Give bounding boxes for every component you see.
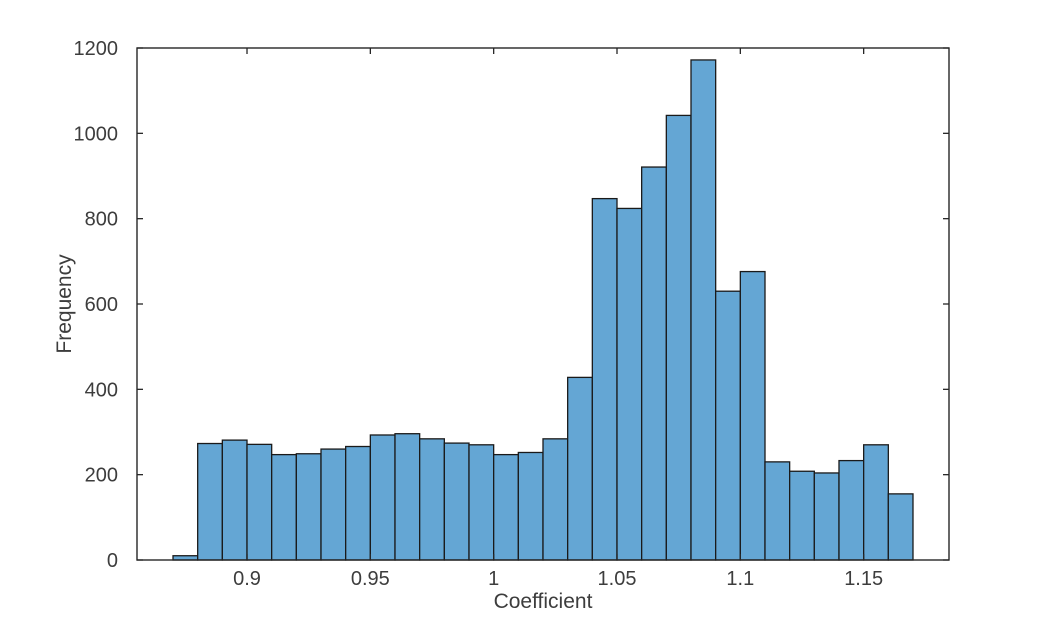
y-tick-label: 400 [85, 379, 118, 401]
y-tick-label: 1000 [74, 123, 119, 145]
ticks-group [137, 47, 949, 561]
histogram-bar [690, 59, 717, 561]
histogram-bar [789, 470, 815, 561]
y-tick-label: 600 [85, 294, 118, 316]
histogram-bar [641, 166, 667, 561]
histogram-bar [295, 453, 322, 561]
y-axis-label: Frequency [53, 254, 76, 354]
histogram-bar [591, 197, 618, 561]
histogram-bar [221, 439, 248, 561]
y-tick-label: 200 [85, 465, 118, 487]
histogram-bar [813, 472, 840, 561]
histogram-bar [567, 376, 593, 561]
histogram-bar [764, 461, 791, 561]
histogram-bar [665, 114, 692, 561]
histogram-bar [443, 442, 470, 561]
histogram-bar [271, 453, 297, 561]
x-tick-label: 1 [488, 568, 499, 590]
x-tick-label: 1.15 [844, 568, 883, 590]
histogram-bar [246, 443, 273, 561]
histogram-bar [419, 438, 445, 561]
histogram-bar [468, 444, 495, 561]
x-tick-label: 0.95 [351, 568, 390, 590]
x-tick-label: 0.9 [233, 568, 261, 590]
y-tick-label: 1200 [74, 38, 119, 60]
histogram-bar [197, 442, 223, 561]
histogram-bar [616, 207, 643, 561]
y-tick-label: 800 [85, 209, 118, 231]
histogram-bar [542, 438, 569, 561]
histogram-bar [863, 444, 889, 561]
histogram-bar [345, 445, 371, 561]
x-tick-label: 1.1 [726, 568, 754, 590]
histogram-bar [838, 459, 865, 561]
x-tick-label: 1.05 [598, 568, 637, 590]
x-axis-label: Coefficient [494, 590, 593, 613]
histogram-bar [715, 290, 741, 561]
histogram-bar [517, 451, 544, 561]
bars-group [172, 59, 914, 561]
histogram-bar [887, 493, 914, 561]
histogram-bar [320, 448, 347, 561]
histogram-bar [394, 433, 421, 561]
histogram-bar [739, 270, 766, 561]
histogram-bar [493, 453, 519, 561]
histogram-bar [369, 434, 396, 561]
y-tick-label: 0 [107, 550, 118, 572]
tick-labels-group: 0.9 0.95 1 1.05 1.1 1.15 0 200 400 600 800 1000 1200 [74, 38, 884, 590]
